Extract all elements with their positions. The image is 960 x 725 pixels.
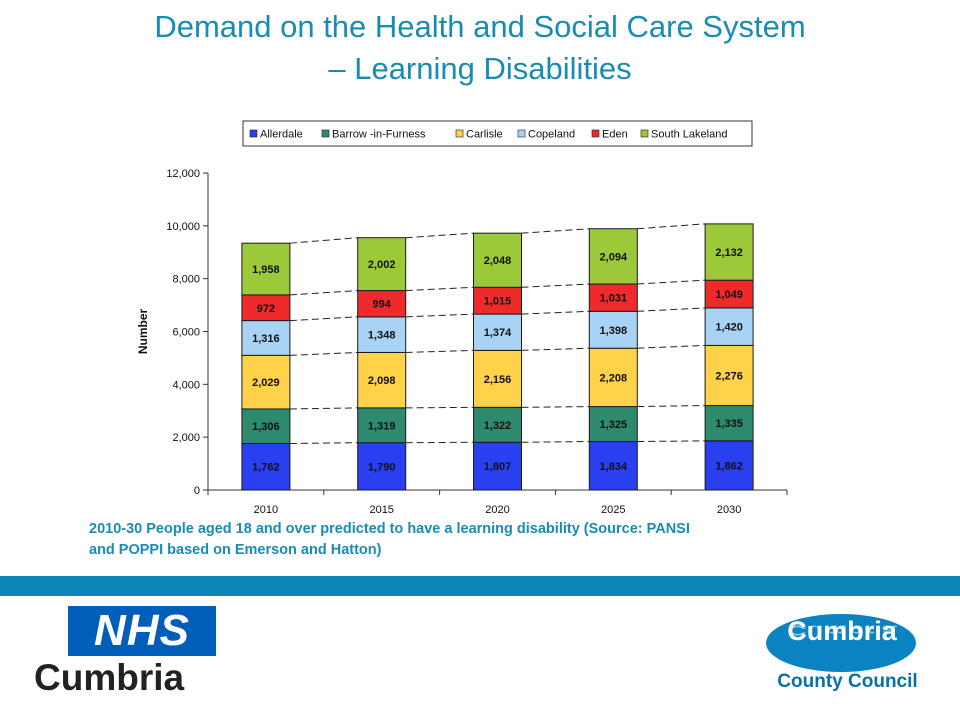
data-label-3-4: 1,420 xyxy=(715,322,743,334)
series-line-1-1 xyxy=(406,407,474,408)
series-line-3-1 xyxy=(406,314,474,317)
nhs-mark: NHS xyxy=(68,606,216,656)
series-line-1-3 xyxy=(637,406,705,407)
data-label-1-0: 1,306 xyxy=(252,421,280,433)
data-label-2-4: 2,276 xyxy=(715,370,743,382)
data-label-1-2: 1,322 xyxy=(484,420,512,432)
series-line-2-0 xyxy=(290,352,358,355)
data-label-5-0: 1,958 xyxy=(252,264,280,276)
series-line-4-0 xyxy=(290,291,358,295)
data-label-1-4: 1,335 xyxy=(715,418,743,430)
y-tick-label-1: 2,000 xyxy=(172,432,200,444)
series-line-0-2 xyxy=(522,442,590,443)
legend-label-0: Allerdale xyxy=(260,129,303,141)
series-line-0-3 xyxy=(637,441,705,442)
series-line-2-1 xyxy=(406,350,474,352)
data-label-5-4: 2,132 xyxy=(715,247,743,259)
series-line-5-0 xyxy=(290,238,358,243)
data-label-1-3: 1,325 xyxy=(600,419,628,431)
data-label-0-2: 1,807 xyxy=(484,461,512,473)
data-label-3-1: 1,348 xyxy=(368,330,396,342)
chart-caption: 2010-30 People aged 18 and over predicte… xyxy=(89,519,889,561)
y-tick-label-6: 12,000 xyxy=(166,168,200,180)
series-line-1-2 xyxy=(522,407,590,408)
y-tick-label-5: 10,000 xyxy=(166,221,200,233)
data-label-4-1: 994 xyxy=(373,299,392,311)
caption-line-2: and POPPI based on Emerson and Hatton) xyxy=(89,540,889,561)
data-label-2-1: 2,098 xyxy=(368,375,396,387)
nhs-cumbria-logo: NHS Cumbria xyxy=(30,606,200,701)
legend-swatch-5 xyxy=(641,130,648,137)
x-tick-label-1: 2015 xyxy=(369,504,393,516)
series-line-4-3 xyxy=(637,280,705,284)
series-line-0-0 xyxy=(290,443,358,444)
data-label-4-0: 972 xyxy=(257,303,275,315)
legend-label-3: Copeland xyxy=(528,129,575,141)
series-line-4-1 xyxy=(406,287,474,290)
x-tick-label-0: 2010 xyxy=(254,504,278,516)
y-tick-label-3: 6,000 xyxy=(172,327,200,339)
data-label-0-1: 1,790 xyxy=(368,461,396,473)
legend-label-1: Barrow -in-Furness xyxy=(332,129,426,141)
legend-swatch-2 xyxy=(456,130,463,137)
council-mark-reflection: Cumbria xyxy=(760,621,924,640)
y-tick-label-4: 8,000 xyxy=(172,274,200,286)
x-tick-label-4: 2030 xyxy=(717,504,741,516)
series-line-2-2 xyxy=(522,348,590,350)
data-label-2-2: 2,156 xyxy=(484,374,512,386)
series-line-3-3 xyxy=(637,308,705,311)
data-label-4-3: 1,031 xyxy=(600,293,628,305)
y-tick-label-0: 0 xyxy=(194,485,200,497)
x-tick-label-3: 2025 xyxy=(601,504,625,516)
data-label-2-0: 2,029 xyxy=(252,377,280,389)
y-axis-title: Number xyxy=(136,309,150,355)
data-label-3-0: 1,316 xyxy=(252,333,280,345)
series-line-1-0 xyxy=(290,408,358,409)
data-label-5-3: 2,094 xyxy=(600,251,628,263)
data-label-2-3: 2,208 xyxy=(600,372,628,384)
series-line-5-2 xyxy=(522,229,590,233)
data-label-4-2: 1,015 xyxy=(484,296,512,308)
legend-swatch-0 xyxy=(250,130,257,137)
series-line-2-3 xyxy=(637,345,705,348)
legend-swatch-3 xyxy=(518,130,525,137)
data-label-3-3: 1,398 xyxy=(600,325,628,337)
series-line-4-2 xyxy=(522,284,590,287)
data-label-5-1: 2,002 xyxy=(368,259,396,271)
legend-label-4: Eden xyxy=(602,129,628,141)
caption-line-1: 2010-30 People aged 18 and over predicte… xyxy=(89,519,889,540)
data-label-5-2: 2,048 xyxy=(484,255,512,267)
cumbria-county-council-logo: Cumbria Cumbria County Council xyxy=(760,610,935,700)
data-label-1-1: 1,319 xyxy=(368,420,396,432)
nhs-name: Cumbria xyxy=(34,656,184,700)
data-label-0-4: 1,862 xyxy=(715,460,743,472)
series-line-5-1 xyxy=(406,233,474,238)
y-tick-label-2: 4,000 xyxy=(172,379,200,391)
series-line-5-3 xyxy=(637,224,705,229)
x-tick-label-2: 2020 xyxy=(485,504,509,516)
data-label-4-4: 1,049 xyxy=(715,289,743,301)
legend-label-2: Carlisle xyxy=(466,129,503,141)
footer-band xyxy=(0,576,960,596)
legend-swatch-4 xyxy=(592,130,599,137)
legend-swatch-1 xyxy=(322,130,329,137)
council-name: County Council xyxy=(760,670,935,694)
data-label-0-0: 1,762 xyxy=(252,462,280,474)
legend-label-5: South Lakeland xyxy=(651,129,727,141)
data-label-3-2: 1,374 xyxy=(484,327,512,339)
data-label-0-3: 1,834 xyxy=(600,461,628,473)
series-line-3-2 xyxy=(522,311,590,314)
series-line-3-0 xyxy=(290,317,358,321)
